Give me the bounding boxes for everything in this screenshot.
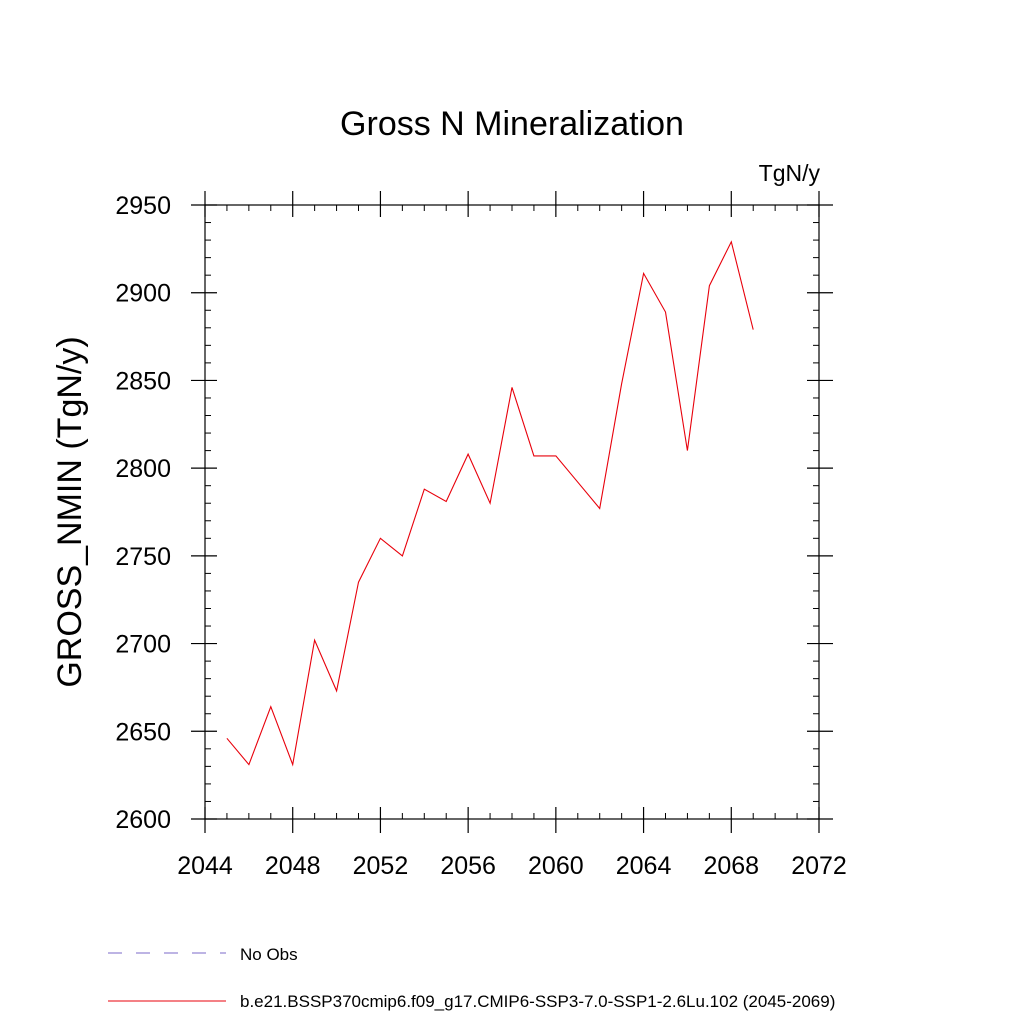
series-layer [226,240,754,767]
series-line-0 [226,240,754,767]
legend: No Obs b.e21.BSSP370cmip6.f09_g17.CMIP6-… [108,945,835,1011]
data-point [643,273,644,274]
data-point [468,454,469,455]
y-tick-label: 2750 [115,543,171,571]
x-tick-label: 2044 [177,852,233,880]
data-point [599,508,600,509]
data-point [424,489,425,490]
y-axis-label: GROSS_NMIN (TgN/y) [51,336,89,687]
y-tick-label: 2600 [115,806,171,834]
major-ticks [191,191,833,833]
data-point [270,706,271,707]
x-tick-labels: 2044 2048 2052 2056 2060 2064 2068 2072 [177,852,847,880]
data-point [336,690,337,691]
data-point [446,501,447,502]
x-tick-label: 2056 [440,852,496,880]
data-point [577,482,578,483]
data-point [489,503,490,504]
y-tick-label: 2900 [115,280,171,308]
data-point [314,639,315,640]
data-point [621,383,622,384]
x-tick-label: 2064 [616,852,672,880]
units-label: TgN/y [759,160,821,186]
x-tick-label: 2048 [265,852,321,880]
data-point [555,455,556,456]
y-tick-label: 2700 [115,631,171,659]
x-tick-label: 2072 [791,852,847,880]
y-tick-label: 2950 [115,192,171,220]
data-point [731,241,732,242]
data-point [753,329,754,330]
data-point [687,450,688,451]
data-point [380,538,381,539]
data-point [665,311,666,312]
x-tick-label: 2068 [703,852,759,880]
data-point [709,285,710,286]
y-tick-label: 2800 [115,455,171,483]
x-tick-label: 2052 [353,852,409,880]
minor-ticks [205,205,819,819]
y-tick-label: 2650 [115,718,171,746]
y-tick-labels: 2600 2650 2700 2750 2800 2850 2900 2950 [115,192,171,834]
plot-frame [204,204,820,820]
data-point [226,738,227,739]
legend-label-model-run: b.e21.BSSP370cmip6.f09_g17.CMIP6-SSP3-7.… [240,992,835,1011]
data-point [358,582,359,583]
data-point [402,555,403,556]
x-tick-label: 2060 [528,852,584,880]
y-tick-label: 2850 [115,367,171,395]
data-point [511,387,512,388]
data-point [533,455,534,456]
legend-label-no-obs: No Obs [240,945,298,964]
chart-title: Gross N Mineralization [340,105,684,143]
data-point [248,764,249,765]
data-point [292,764,293,765]
